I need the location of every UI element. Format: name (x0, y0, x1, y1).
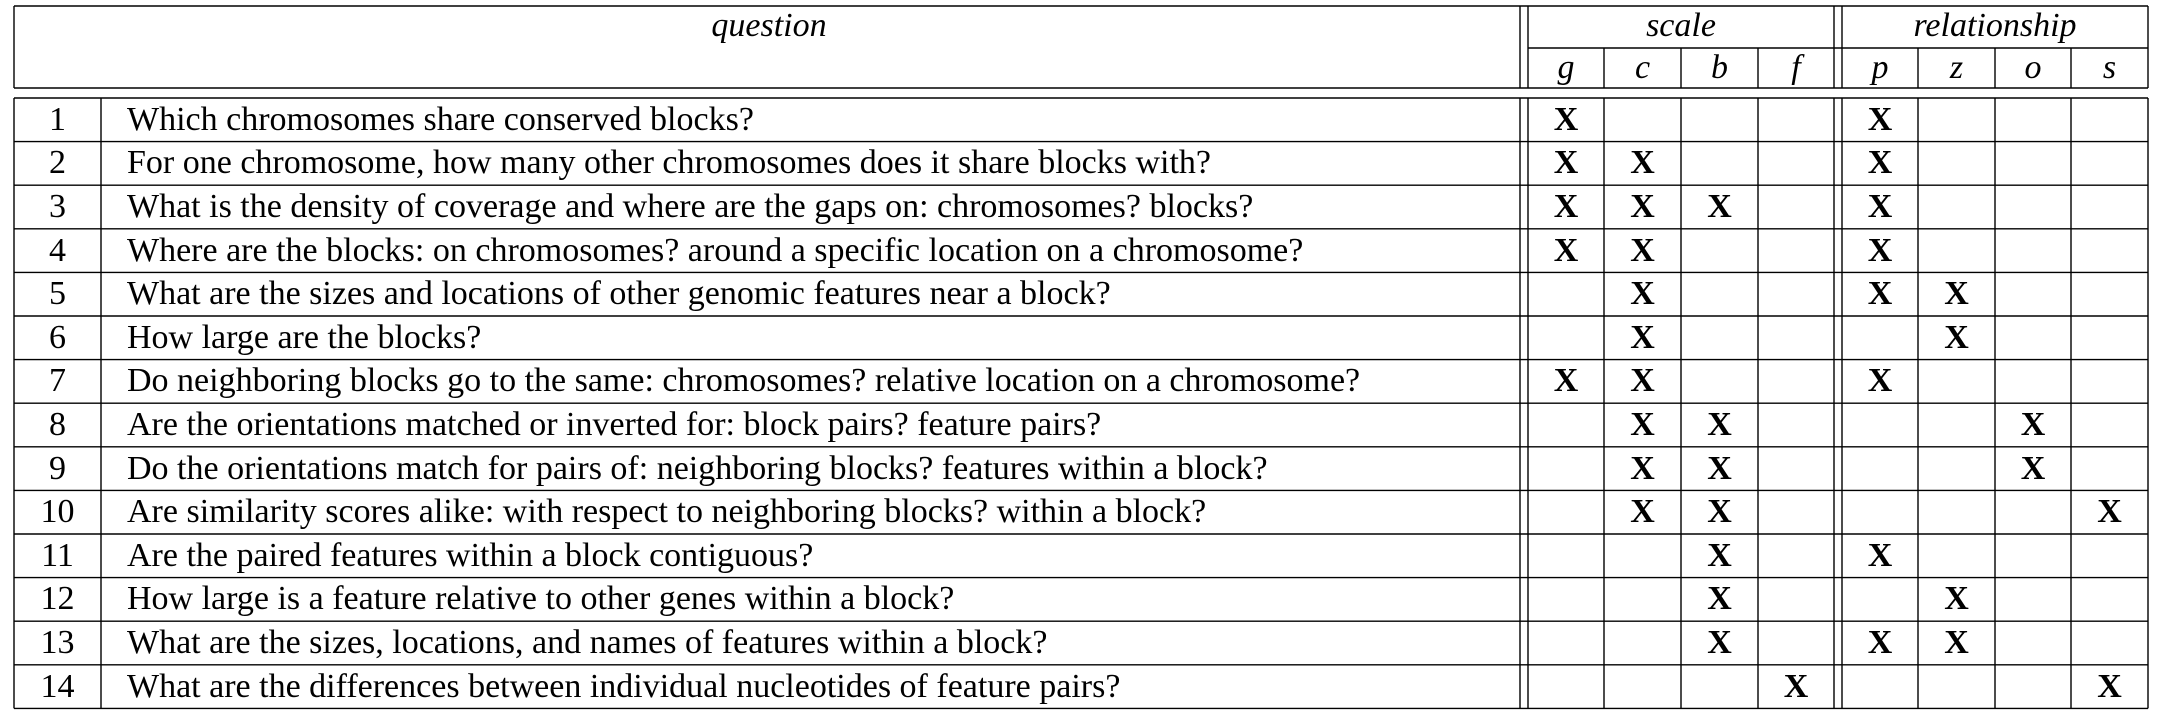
subheader-g: g (1557, 49, 1575, 86)
subheader-z: z (1949, 49, 1964, 86)
mark-g: X (1553, 362, 1579, 400)
mark-p: X (1867, 536, 1893, 574)
row-number: 11 (41, 536, 74, 574)
mark-g: X (1553, 231, 1579, 269)
question-text: For one chromosome, how many other chrom… (127, 144, 1212, 182)
row-number: 14 (40, 667, 75, 705)
mark-z: X (1944, 318, 1969, 356)
row-number: 7 (49, 362, 66, 400)
question-text: Are similarity scores alike: with respec… (127, 493, 1207, 531)
mark-o: X (2020, 405, 2046, 443)
mark-b: X (1707, 493, 1732, 531)
question-text: Are the paired features within a block c… (127, 536, 814, 574)
row-number: 1 (49, 100, 66, 138)
mark-b: X (1707, 449, 1732, 487)
row-number: 6 (49, 318, 66, 356)
mark-c: X (1630, 405, 1655, 443)
row-number: 12 (40, 580, 75, 618)
mark-p: X (1867, 144, 1893, 182)
mark-p: X (1867, 231, 1893, 269)
mark-b: X (1707, 405, 1732, 443)
mark-z: X (1944, 580, 1969, 618)
question-text: Do the orientations match for pairs of: … (127, 449, 1268, 487)
question-text: How large are the blocks? (127, 318, 482, 356)
mark-b: X (1707, 536, 1732, 574)
subheader-o: o (2024, 49, 2042, 86)
row-number: 8 (49, 405, 66, 443)
subheader-p: p (1871, 49, 1889, 86)
mark-p: X (1867, 362, 1893, 400)
mark-z: X (1944, 623, 1969, 661)
relationship-header: relationship (1913, 7, 2077, 44)
mark-p: X (1867, 187, 1893, 225)
question-text: Are the orientations matched or inverted… (127, 405, 1102, 443)
question-text: Where are the blocks: on chromosomes? ar… (127, 231, 1304, 269)
mark-g: X (1553, 187, 1579, 225)
mark-g: X (1553, 100, 1579, 138)
row-number: 3 (49, 187, 66, 225)
mark-b: X (1707, 187, 1732, 225)
mark-z: X (1944, 275, 1969, 313)
mark-b: X (1707, 580, 1732, 618)
row-number: 2 (49, 144, 66, 182)
mark-b: X (1707, 623, 1732, 661)
row-number: 4 (49, 231, 66, 269)
question-header: question (711, 7, 827, 44)
mark-c: X (1630, 449, 1655, 487)
row-number: 13 (40, 623, 75, 661)
subheader-s: s (2102, 49, 2117, 86)
row-number: 10 (40, 493, 75, 531)
question-text: Do neighboring blocks go to the same: ch… (127, 362, 1361, 400)
mark-p: X (1867, 100, 1893, 138)
scale-header: scale (1646, 7, 1716, 44)
mark-g: X (1553, 144, 1579, 182)
question-text: What are the differences between individ… (127, 667, 1121, 705)
row-number: 9 (49, 449, 66, 487)
question-text: How large is a feature relative to other… (127, 580, 955, 618)
subheader-f: f (1791, 49, 1801, 86)
question-text: What are the sizes and locations of othe… (127, 275, 1111, 313)
subheader-c: c (1634, 49, 1651, 86)
row-number: 5 (49, 275, 66, 313)
mark-c: X (1630, 144, 1655, 182)
mark-s: X (2097, 493, 2122, 531)
mark-c: X (1630, 187, 1655, 225)
subheader-b: b (1711, 49, 1728, 86)
mark-p: X (1867, 623, 1893, 661)
question-text: Which chromosomes share conserved blocks… (127, 100, 754, 138)
mark-c: X (1630, 275, 1655, 313)
mark-c: X (1630, 318, 1655, 356)
mark-s: X (2097, 667, 2122, 705)
question-text: What is the density of coverage and wher… (127, 187, 1254, 225)
question-text: What are the sizes, locations, and names… (127, 623, 1048, 661)
mark-p: X (1867, 275, 1893, 313)
mark-c: X (1630, 231, 1655, 269)
mark-c: X (1630, 493, 1655, 531)
mark-o: X (2020, 449, 2046, 487)
mark-f: X (1783, 667, 1809, 705)
mark-c: X (1630, 362, 1655, 400)
